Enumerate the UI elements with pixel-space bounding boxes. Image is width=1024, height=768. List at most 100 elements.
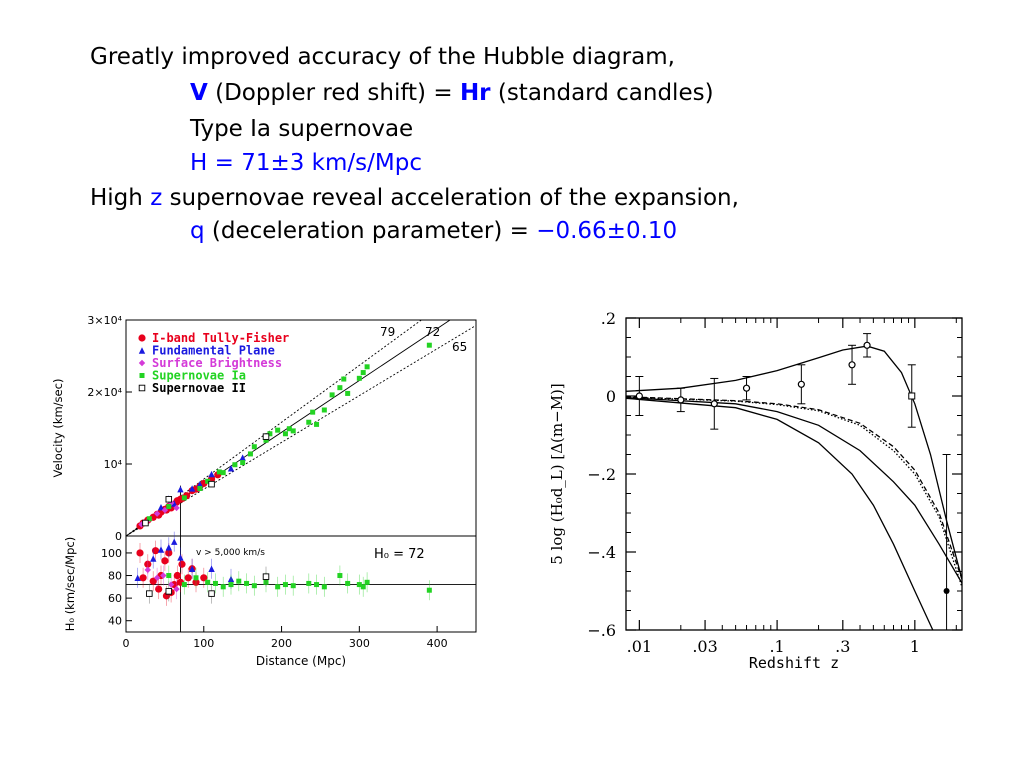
fit-label-72: 72: [425, 325, 440, 339]
velocity-point-supernovae-ia: [314, 421, 320, 427]
heading-line-2: V (Doppler red shift) = Hr (standard can…: [190, 78, 714, 108]
residual-point-supernovae-ia: [166, 573, 172, 579]
data-point: [797, 380, 805, 388]
residual-point-i-band-tully-fisher: [151, 547, 160, 555]
residual-point-supernovae-ia: [205, 579, 211, 585]
legend-marker-surface-brightness: [138, 359, 146, 367]
legend-label-fundamental-plane: Fundamental Plane: [152, 344, 275, 358]
x-tick-label: .03: [692, 637, 717, 656]
h0-axis-label: H₀ (km/sec/Mpc): [63, 537, 77, 631]
figure-background: [40, 306, 488, 676]
y-tick-label: −.6: [587, 621, 616, 640]
residual-point-i-band-tully-fisher: [178, 560, 186, 568]
high-text: High: [90, 185, 151, 211]
x-tick-label: .1: [769, 637, 784, 656]
data-point: [677, 396, 685, 404]
velocity-panel: 79 72 65: [125, 319, 477, 632]
residual-point-supernovae-ia: [345, 580, 351, 586]
residual-point-supernovae-ii: [165, 588, 173, 595]
residual-point-supernovae-ia: [236, 578, 242, 584]
data-point: [635, 392, 643, 400]
velocity-point-supernovae-ia: [341, 376, 347, 382]
figure-background: [546, 306, 976, 686]
residual-point-i-band-tully-fisher: [136, 549, 144, 557]
residual-point-supernovae-ia: [193, 575, 199, 581]
distance-tick-label: 200: [271, 637, 292, 650]
velocity-point-supernovae-ia: [337, 385, 343, 391]
heading-line-5: High z supernovae reveal acceleration of…: [90, 183, 739, 213]
acceleration-text: supernovae reveal acceleration of the ex…: [162, 185, 739, 211]
supernova-axis-labels: .2 0 −.2 −.4 −.6 .01 .03 .1 .3 1 Redshift z 5 log (…: [548, 309, 920, 672]
velocity-point-fundamental-plane: [157, 504, 165, 511]
data-point: [848, 361, 856, 369]
model-curve-empty-alt: [626, 396, 962, 588]
y-tick-label: −.4: [587, 543, 616, 562]
hubble-constant-value: H = 71±3 km/s/Mpc: [190, 150, 422, 176]
residual-point-fundamental-plane: [134, 574, 141, 581]
deceleration-text: (deceleration parameter) =: [204, 218, 537, 244]
supernova-residual-figure: .2 0 −.2 −.4 −.6 .01 .03 .1 .3 1 Redshift z 5 log (…: [546, 306, 976, 686]
residual-point-surface-brightness: [153, 574, 161, 581]
residual-point-supernovae-ia: [220, 584, 226, 590]
data-point: [742, 384, 751, 392]
residual-panel: [125, 531, 477, 633]
velocity-tick-label: 10⁴: [104, 458, 123, 471]
legend-marker-i-band-tully-fisher: [138, 334, 146, 342]
residual-tick-label: 60: [108, 592, 122, 605]
velocity-point-surface-brightness: [173, 504, 180, 512]
residual-point-supernovae-ii: [262, 573, 270, 580]
heading-line-3: Type Ia supernovae: [190, 116, 414, 142]
residual-point-supernovae-ia: [314, 582, 320, 588]
velocity-tick-label: 2×10⁴: [87, 386, 122, 399]
distance-tick-label: 300: [349, 637, 370, 650]
velocity-point-supernovae-ia: [216, 469, 222, 475]
legend-label-i-band-tully-fisher: I-band Tully-Fisher: [152, 331, 289, 345]
velocity-point-surface-brightness: [167, 499, 175, 507]
velocity-axis-label: Velocity (km/sec): [51, 379, 65, 478]
velocity-point-supernovae-ia: [166, 503, 172, 509]
q-value: −0.66±0.10: [536, 218, 678, 244]
velocity-point-supernovae-ia: [329, 392, 335, 398]
residual-point-supernovae-ia: [228, 582, 234, 588]
velocity-point-supernovae-ia: [306, 419, 312, 425]
residual-point-supernovae-ia: [364, 579, 370, 585]
velocity-point-supernovae-ia: [240, 460, 246, 466]
velocity-point-fundamental-plane: [188, 485, 196, 492]
distance-tick-label: 100: [193, 637, 214, 650]
velocity-tick-label: 3×10⁴: [87, 314, 122, 327]
data-point: [943, 588, 950, 594]
velocity-point-supernovae-ia: [345, 390, 351, 396]
residual-point-supernovae-ia: [181, 582, 187, 588]
velocity-point-supernovae-ia: [356, 375, 362, 381]
distance-axis-label: Distance (Mpc): [256, 654, 346, 668]
residual-point-fundamental-plane: [157, 546, 165, 553]
residual-point-i-band-tully-fisher: [149, 577, 157, 585]
residual-point-i-band-tully-fisher: [139, 574, 147, 582]
velocity-point-supernovae-ia: [146, 516, 152, 522]
data-point: [863, 341, 871, 349]
hr-symbol: Hr: [459, 80, 491, 106]
legend-marker-fundamental-plane: [138, 347, 146, 354]
distance-tick-label: 400: [427, 637, 448, 650]
fit-label-79: 79: [380, 325, 395, 339]
velocity-point-fundamental-plane: [171, 500, 178, 507]
model-curve-open: [626, 396, 962, 584]
residual-point-supernovae-ia: [212, 580, 218, 586]
residual-point-supernovae-ii: [146, 590, 153, 597]
velocity-point-supernovae-ia: [282, 431, 288, 437]
velocity-point-supernovae-ia: [220, 470, 226, 476]
velocity-point-supernovae-ia: [310, 409, 316, 415]
velocity-point-supernovae-ia: [247, 451, 253, 457]
residual-point-supernovae-ia: [306, 580, 312, 586]
redshift-axis-label: Redshift z: [749, 654, 839, 672]
residual-point-i-band-tully-fisher: [184, 574, 192, 582]
residual-tick-label: 80: [108, 570, 122, 583]
residual-point-surface-brightness: [144, 566, 151, 574]
y-tick-label: −.2: [587, 465, 616, 484]
residual-point-supernovae-ia: [356, 582, 362, 588]
legend-marker-supernovae-ia: [139, 373, 145, 378]
heading-line-1: Greatly improved accuracy of the Hubble …: [90, 44, 675, 70]
velocity-point-supernovae-ii: [208, 480, 215, 488]
